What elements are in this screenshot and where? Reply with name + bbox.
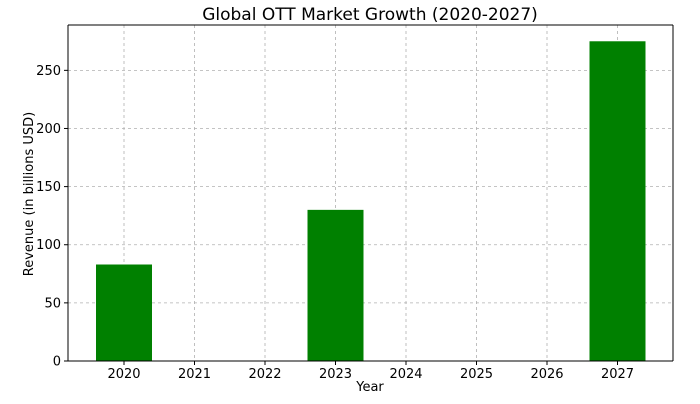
bar-2023 xyxy=(307,209,364,361)
axes: 0 50 100 150 200 250 2020 2021 2022 2023 2024 2025 2… xyxy=(36,24,674,382)
y-tick-label: 250 xyxy=(36,64,61,79)
bars xyxy=(96,41,646,361)
x-tick-label: 2021 xyxy=(178,367,211,382)
y-tick-label: 50 xyxy=(44,296,61,311)
x-tick-label: 2025 xyxy=(460,367,493,382)
y-axis-label: Revenue (in billions USD) xyxy=(22,112,37,276)
bar-2027 xyxy=(589,41,646,361)
y-tick-label: 0 xyxy=(53,355,61,370)
x-tick-label: 2022 xyxy=(248,367,281,382)
x-tick-label: 2024 xyxy=(389,367,422,382)
x-tick-label: 2026 xyxy=(530,367,563,382)
chart-title: Global OTT Market Growth (2020-2027) xyxy=(202,5,538,25)
y-tick-label: 150 xyxy=(36,180,61,195)
x-tick-label: 2023 xyxy=(319,367,352,382)
x-tick-label: 2027 xyxy=(601,367,634,382)
x-tick-label: 2020 xyxy=(107,367,140,382)
y-tick-label: 100 xyxy=(36,238,61,253)
bar-2020 xyxy=(96,264,152,361)
x-axis-label: Year xyxy=(355,380,384,395)
y-tick-label: 200 xyxy=(36,122,61,137)
grid xyxy=(68,25,673,362)
